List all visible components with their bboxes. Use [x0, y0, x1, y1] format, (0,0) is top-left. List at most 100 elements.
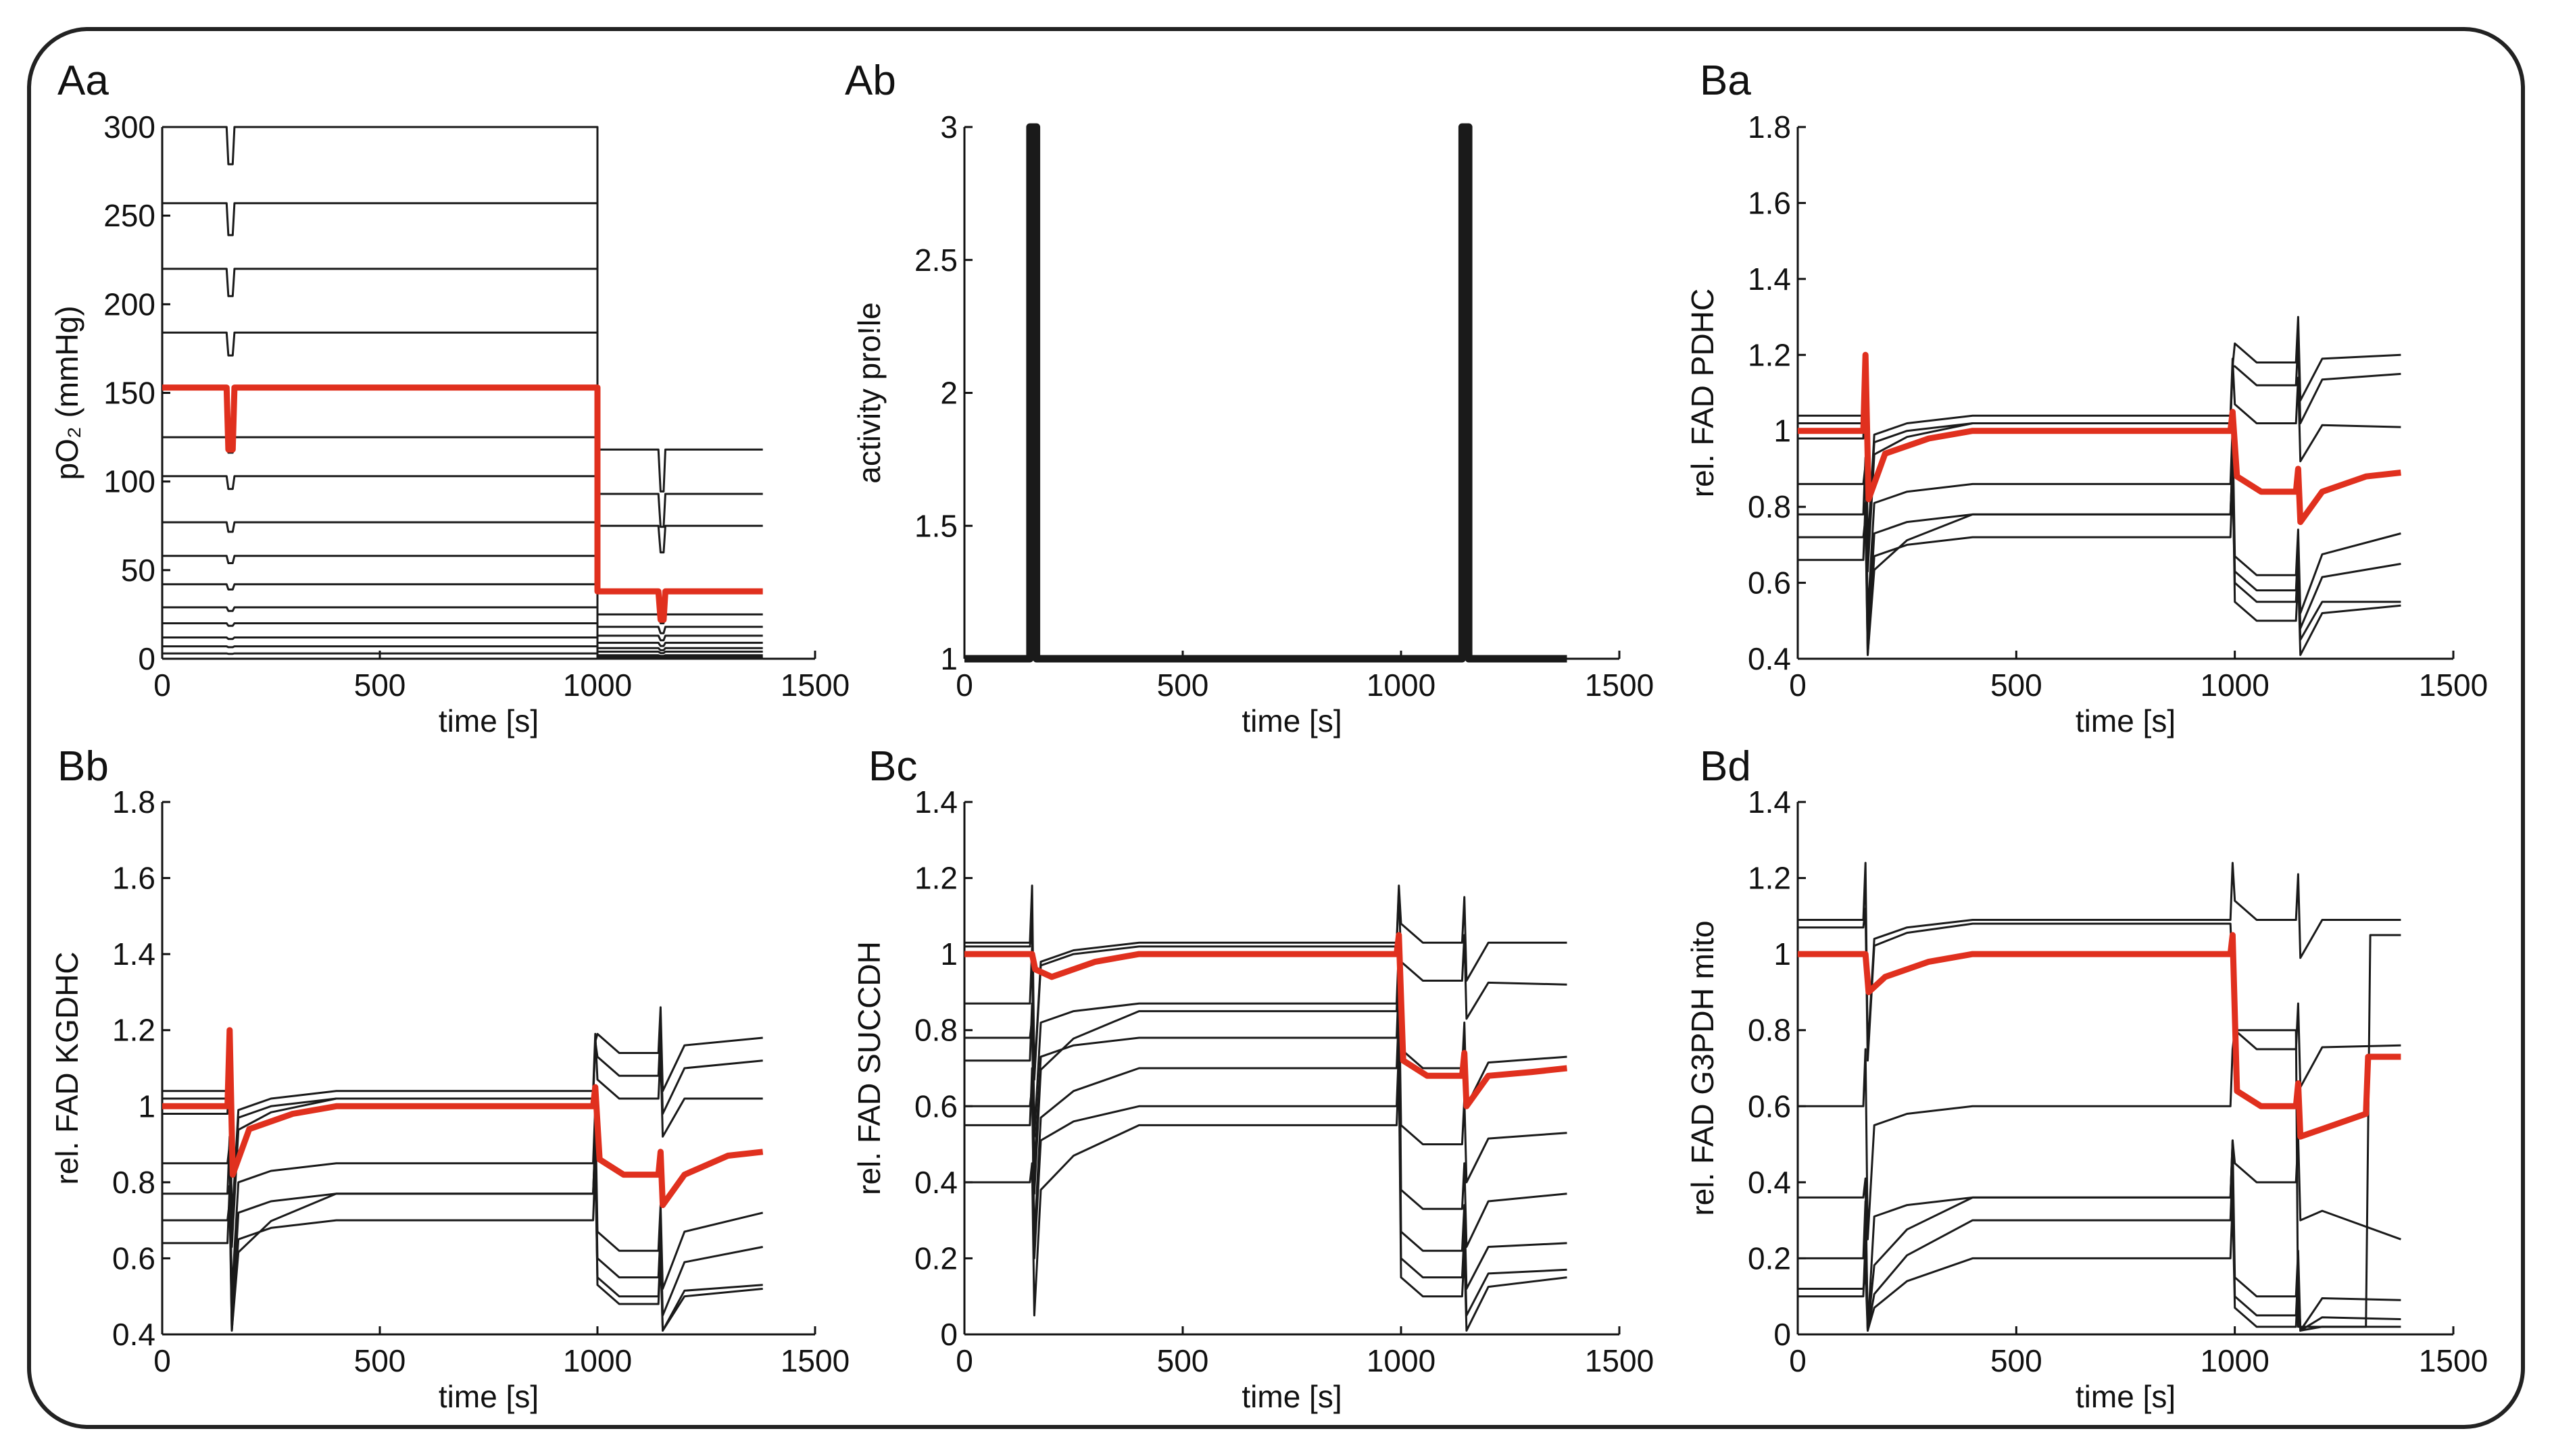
y-tick-label: 1.6	[1748, 185, 1791, 220]
series-line	[162, 268, 763, 528]
y-tick-label: 0.8	[1748, 489, 1791, 524]
series-line	[162, 331, 763, 554]
x-axis-label: time [s]	[2076, 1379, 2176, 1414]
series-line	[162, 652, 763, 660]
y-tick-label: 300	[103, 109, 155, 145]
x-tick-label: 1500	[781, 1343, 850, 1378]
y-tick-label: 0.6	[914, 1088, 958, 1124]
y-tick-label: 1.4	[1748, 261, 1791, 297]
y-tick-label: 0.8	[112, 1165, 155, 1200]
panel-label-bd: Bd	[1700, 743, 1751, 790]
series-line	[1798, 1002, 2401, 1240]
x-tick-label: 1000	[563, 1343, 632, 1378]
x-axis-label: time [s]	[439, 703, 539, 738]
y-tick-label: 0.6	[1748, 1088, 1791, 1124]
panel-label-ab: Ab	[845, 57, 896, 104]
y-tick-label: 200	[103, 286, 155, 322]
y-tick-label: 1.4	[914, 784, 958, 820]
y-tick-label: 1.4	[1748, 784, 1791, 820]
y-tick-label: 100	[103, 464, 155, 499]
y-tick-label: 0	[940, 1317, 958, 1352]
series-line	[1798, 907, 2401, 1328]
series-line	[162, 202, 763, 493]
x-tick-label: 500	[354, 1343, 406, 1378]
highlight-series-line	[964, 932, 1567, 1109]
y-tick-label: 0.6	[1748, 566, 1791, 601]
y-tick-label: 1.2	[1748, 861, 1791, 896]
x-tick-label: 1000	[2200, 668, 2269, 703]
y-tick-label: 150	[103, 376, 155, 411]
y-tick-label: 250	[103, 198, 155, 233]
y-tick-label: 0.4	[1748, 641, 1791, 676]
x-tick-label: 1500	[2419, 1343, 2488, 1378]
series-line	[162, 1105, 764, 1298]
y-tick-label: 0.2	[1748, 1240, 1791, 1276]
y-tick-label: 0	[1773, 1317, 1791, 1352]
y-tick-label: 1	[940, 936, 958, 972]
figure-frame	[27, 27, 2525, 1429]
x-tick-label: 1000	[1367, 1343, 1436, 1378]
x-tick-label: 0	[1789, 1343, 1807, 1378]
panel-label-aa: Aa	[57, 57, 109, 104]
y-tick-label: 2.5	[914, 243, 958, 278]
x-tick-label: 1500	[2419, 668, 2488, 703]
x-tick-label: 1500	[1585, 1343, 1654, 1378]
y-tick-label: 0.4	[112, 1317, 155, 1352]
series-line	[1798, 1162, 2401, 1332]
series-line	[1798, 861, 2401, 1054]
y-tick-label: 1	[138, 1088, 155, 1124]
x-tick-label: 0	[956, 668, 973, 703]
panel-bb: Bb 0 500 1000 1500 0.4 0.6 0.8 1 1.2 1.4 1.6 1.8 time…	[49, 743, 850, 1414]
series-line	[964, 1067, 1567, 1332]
y-axis-label: rel. FAD KGDHC	[49, 951, 84, 1184]
y-tick-label: 50	[121, 553, 155, 588]
y-tick-label: 1.6	[112, 861, 155, 896]
y-tick-label: 1.4	[112, 936, 155, 972]
y-axis-label: pO₂ (mmHg)	[49, 305, 84, 480]
panel-ba: Ba 0 500 1000 1500 0.4 0.6 0.8 1 1.2 1.4 1.6 1.8 time…	[1685, 57, 2488, 738]
panel-ab: Ab 0 500 1000 1500 1 1.5 2 2.5 3 time [s] activity …	[845, 57, 1654, 738]
highlight-series-line	[1798, 932, 2401, 1140]
panel-aa: Aa 0 500 1000 1500 0 50 100 150 200 250 300 time [s]…	[49, 57, 850, 738]
series-line	[162, 555, 763, 647]
series-line	[162, 126, 763, 660]
y-tick-label: 0.4	[1748, 1165, 1791, 1200]
y-tick-label: 1.5	[914, 508, 958, 543]
highlight-series-line	[162, 1027, 764, 1209]
x-tick-label: 500	[1990, 668, 2042, 703]
series-line	[964, 884, 1567, 1077]
x-tick-label: 500	[354, 668, 406, 703]
x-tick-label: 0	[153, 668, 171, 703]
x-tick-label: 0	[1789, 668, 1807, 703]
panel-bc: Bc 0 500 1000 1500 0 0.2 0.4 0.6 0.8 1 1.2 1.4 time […	[852, 743, 1654, 1414]
x-tick-label: 1000	[563, 668, 632, 703]
x-tick-label: 1500	[1585, 668, 1654, 703]
panel-bd: Bd 0 500 1000 1500 0 0.2 0.4 0.6 0.8 1 1.2 1.4 time […	[1685, 743, 2488, 1414]
x-axis-label: time [s]	[439, 1379, 539, 1414]
x-axis-label: time [s]	[1242, 703, 1342, 738]
x-tick-label: 500	[1990, 1343, 2042, 1378]
y-tick-label: 1.8	[1748, 109, 1791, 145]
series-line	[162, 1135, 763, 1332]
x-tick-label: 0	[153, 1343, 171, 1378]
series-line	[964, 953, 1567, 1248]
y-tick-label: 1.2	[112, 1013, 155, 1048]
y-tick-label: 1	[1773, 413, 1791, 449]
x-tick-label: 1000	[1367, 668, 1436, 703]
y-tick-label: 0	[138, 641, 155, 676]
y-axis-label: rel. FAD PDHC	[1685, 288, 1720, 497]
x-tick-label: 500	[1157, 1343, 1209, 1378]
series-line	[162, 475, 763, 634]
x-tick-label: 500	[1157, 668, 1209, 703]
panel-label-bc: Bc	[868, 743, 917, 790]
series-line	[1798, 1139, 2401, 1332]
y-tick-label: 0.8	[914, 1013, 958, 1048]
y-axis-label: rel. FAD G3PDH mito	[1685, 920, 1720, 1215]
highlight-series-line	[162, 384, 763, 623]
x-tick-label: 1000	[2200, 1343, 2269, 1378]
y-tick-label: 0.4	[914, 1165, 958, 1200]
y-tick-label: 0.2	[914, 1240, 958, 1276]
x-axis-label: time [s]	[2076, 703, 2176, 738]
series-line	[1798, 316, 2401, 557]
activity-profile-line	[964, 123, 1567, 663]
